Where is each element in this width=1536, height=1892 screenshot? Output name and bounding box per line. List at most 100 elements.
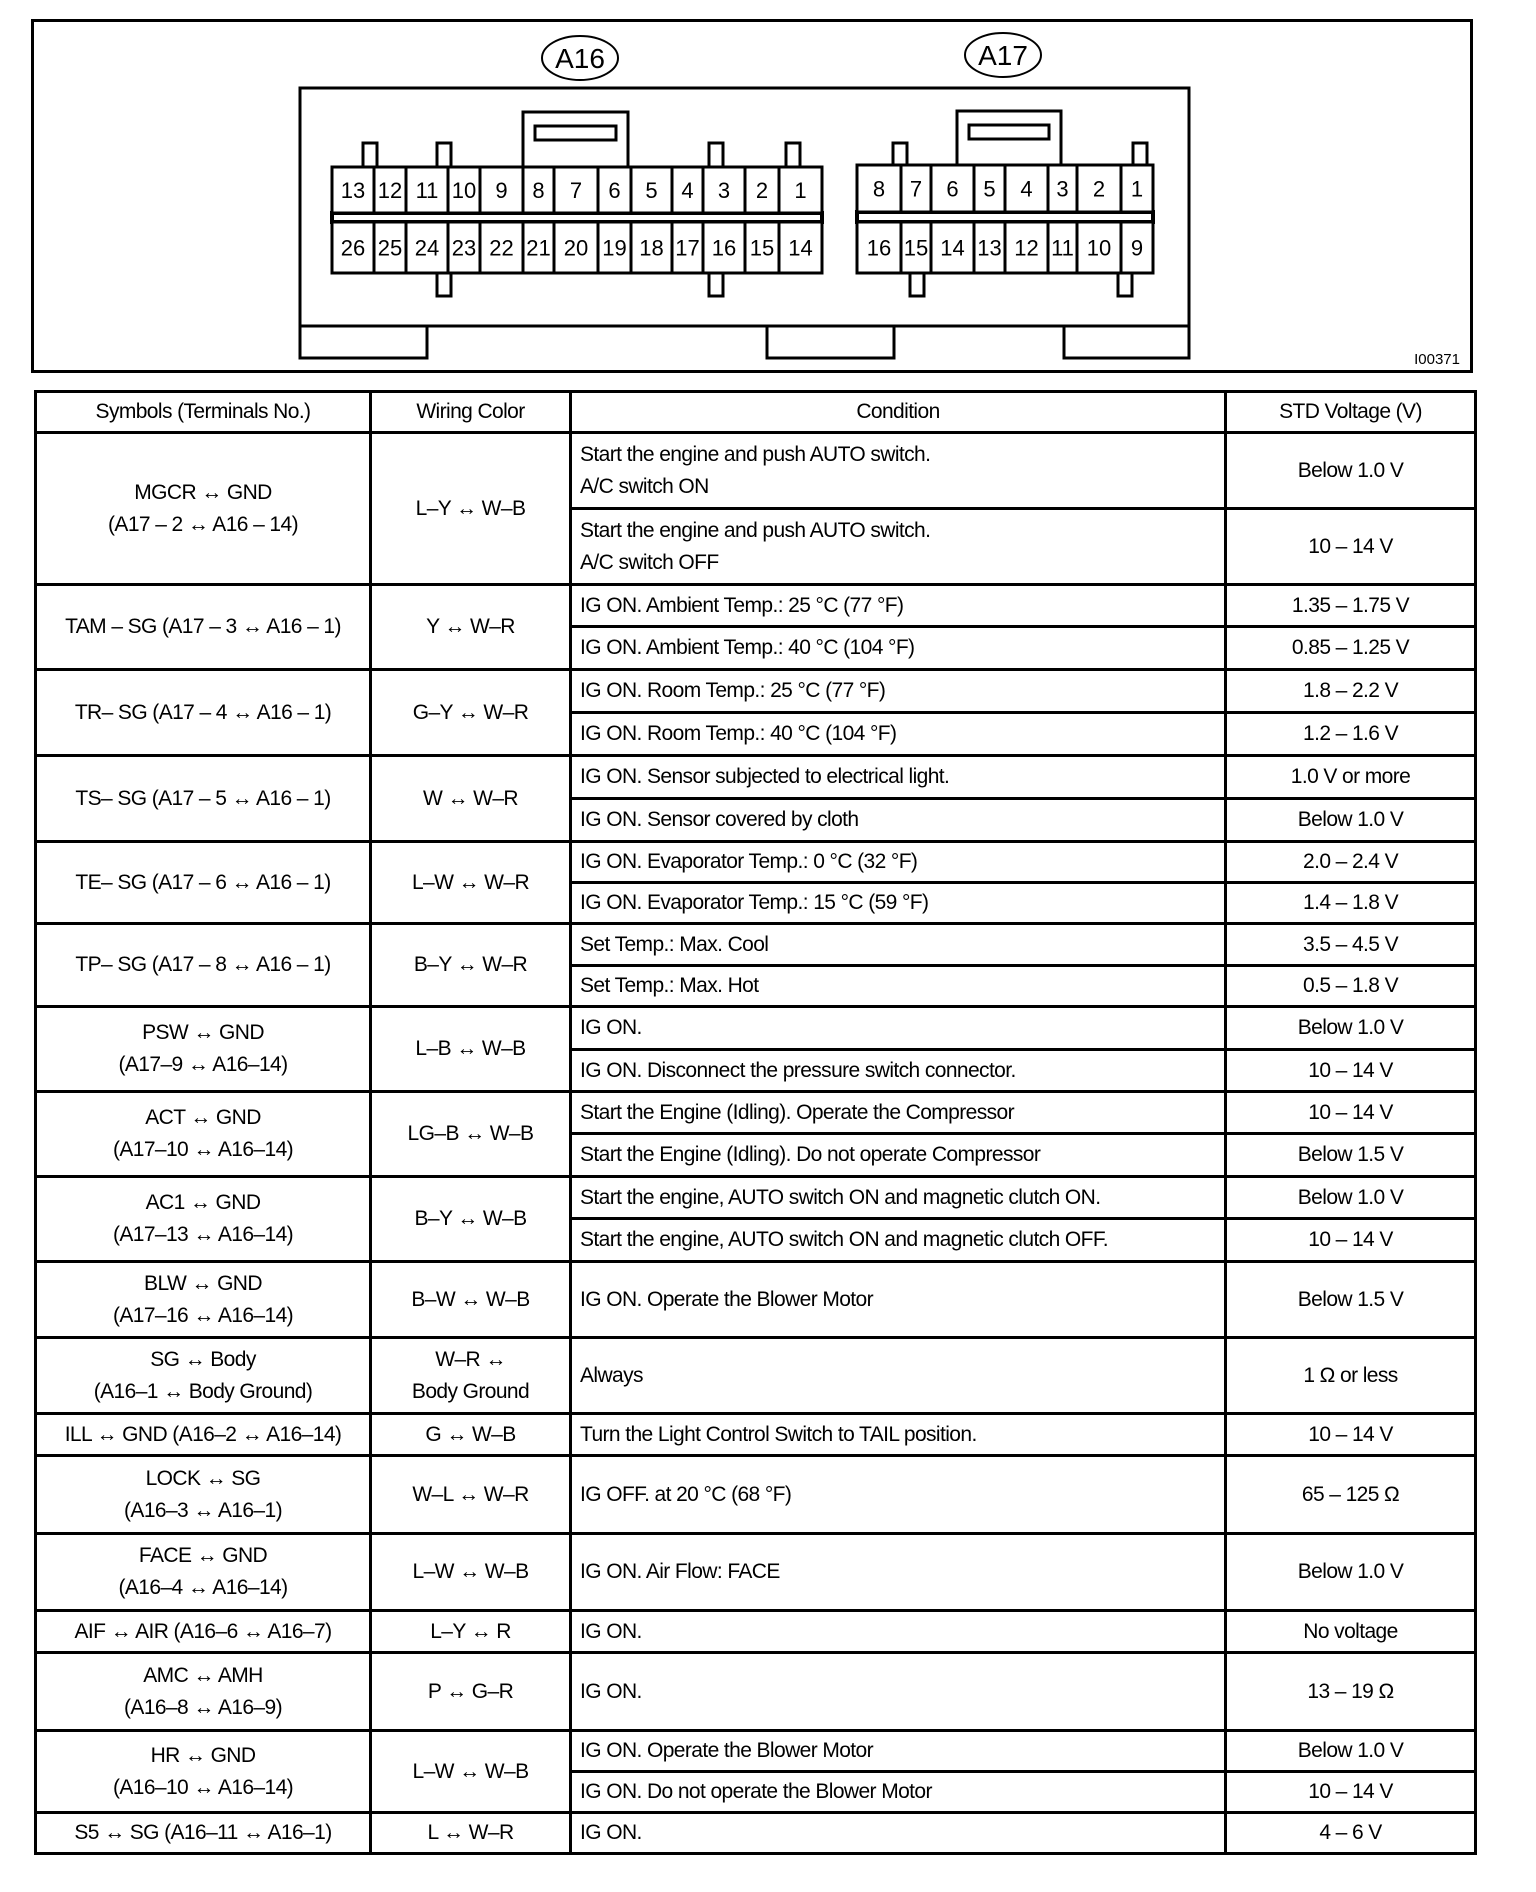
wiring-color-cell: LG–B ↔ W–B [369, 1090, 572, 1178]
terminal-number: 26 [341, 236, 365, 261]
symbol-cell: ACT ↔ GND (A17–10 ↔ A16–14) [34, 1090, 372, 1178]
wiring-color-cell-line: G–Y ↔ W–R [412, 700, 529, 724]
condition-cell-line: Set Temp.: Max. Cool [580, 932, 769, 956]
table-row: LOCK ↔ SG (A16–3 ↔ A16–1) W–L ↔ W–R IG OFF.… [34, 1454, 1477, 1535]
inspection-table: Symbols (Terminals No.) Wiring Color Con… [34, 390, 1477, 1855]
std-voltage-cell: Below 1.5 V [1224, 1132, 1477, 1178]
condition-cell: Start the Engine (Idling). Do not operat… [569, 1132, 1227, 1178]
symbol-cell: BLW ↔ GND (A17–16 ↔ A16–14) [34, 1260, 372, 1339]
terminal-cell [596, 220, 633, 275]
terminal-cell [446, 220, 482, 275]
symbol-cell: S5 ↔ SG (A16–11 ↔ A16–1) [34, 1811, 372, 1855]
symbol-cell-line: (A17–16 ↔ A16–14) [112, 1303, 294, 1327]
terminal-number: 2 [1093, 177, 1105, 202]
condition-cell: IG ON. Sensor covered by cloth [569, 797, 1227, 843]
symbol-cell-line: AC1 ↔ GND [145, 1191, 261, 1214]
std-voltage-cell: Below 1.0 V [1224, 1532, 1477, 1612]
wiring-color-cell: L ↔ W–R [369, 1811, 572, 1855]
std-voltage-cell: 1.35 – 1.75 V [1224, 583, 1477, 628]
table-row: SG ↔ Body (A16–1 ↔ Body Ground) W–R ↔ Body … [34, 1336, 1477, 1415]
table-row: AMC ↔ AMH (A16–8 ↔ A16–9) P ↔ G–R IG ON. 13 … [34, 1651, 1477, 1732]
symbol-cell-line: (A16–8 ↔ A16–9) [124, 1695, 283, 1719]
wiring-color-cell-line: L–Y ↔ W–B [415, 496, 526, 520]
table-row: PSW ↔ GND (A17–9 ↔ A16–14) L–B ↔ W–B IG ON.… [34, 1005, 1477, 1093]
terminal-cell [552, 220, 600, 275]
terminal-number: 7 [910, 177, 922, 202]
condition-cell-line: Turn the Light Control Switch to TAIL po… [580, 1422, 977, 1446]
symbol-cell-line: (A17 – 2 ↔ A16 – 14) [108, 512, 299, 536]
std-voltage-cell: 1.0 V or more [1224, 754, 1477, 800]
table-row: IG ON. Disconnect the pressure switch co… [36, 1048, 1477, 1093]
wiring-color-cell-line: B–Y ↔ W–R [413, 953, 528, 976]
symbol-cell-line: AMC ↔ AMH [143, 1663, 263, 1687]
terminal-cell [330, 165, 376, 215]
connector-label: A16 [555, 43, 605, 74]
symbol-cell: TAM – SG (A17 – 3 ↔ A16 – 1) [34, 583, 372, 671]
wiring-color-cell: B–Y ↔ W–B [369, 1175, 572, 1263]
condition-cell: IG OFF. at 20 °C (68 °F) [569, 1454, 1227, 1535]
terminal-cell [1119, 220, 1155, 275]
condition-cell-line: IG OFF. at 20 °C (68 °F) [580, 1482, 792, 1506]
terminal-number: 20 [564, 236, 588, 261]
condition-cell: IG ON. Evaporator Temp.: 15 °C (59 °F) [569, 881, 1227, 925]
wiring-color-cell: P ↔ G–R [369, 1651, 572, 1732]
condition-cell-line: Start the Engine (Idling). Operate the C… [580, 1100, 1015, 1124]
condition-cell-line: Always [580, 1363, 644, 1387]
wiring-color-cell: L–W ↔ W–R [369, 840, 572, 925]
table-row: TAM – SG (A17 – 3 ↔ A16 – 1) Y ↔ W–R IG ON… [34, 583, 1477, 671]
std-voltage-cell: 10 – 14 V [1224, 1412, 1477, 1457]
terminal-number: 4 [1020, 177, 1032, 202]
table-row: AC1 ↔ GND (A17–13 ↔ A16–14) B–Y ↔ W–B Start… [34, 1175, 1477, 1263]
latch-slot [533, 124, 618, 142]
connector-label-circle [541, 35, 619, 81]
table-row: AIF ↔ AIR (A16–6 ↔ A16–7) L–Y ↔ R IG ON. No… [34, 1609, 1477, 1654]
header-symbols: Symbols (Terminals No.) [34, 390, 372, 434]
table-row: ACT ↔ GND (A17–10 ↔ A16–14) LG–B ↔ W–B Star… [34, 1090, 1477, 1178]
std-voltage-cell: 10 – 14 V [1224, 1090, 1477, 1135]
terminal-number: 25 [378, 236, 402, 261]
condition-cell: IG ON. Operate the Blower Motor [569, 1729, 1227, 1773]
condition-cell: IG ON. Room Temp.: 40 °C (104 °F) [569, 711, 1227, 757]
table-row: HR ↔ GND (A16–10 ↔ A16–14) L–W ↔ W–B IG ON.… [34, 1729, 1477, 1814]
terminal-number: 10 [1087, 236, 1111, 261]
symbol-cell-line: (A17–10 ↔ A16–14) [112, 1138, 294, 1161]
std-voltage-cell: 4 – 6 V [1224, 1811, 1477, 1855]
symbol-cell: SG ↔ Body (A16–1 ↔ Body Ground) [34, 1336, 372, 1415]
std-voltage-cell: Below 1.0 V [1224, 797, 1477, 843]
terminal-number: 12 [378, 178, 402, 203]
wiring-color-cell: W–R ↔ Body Ground [369, 1336, 572, 1415]
condition-cell: Set Temp.: Max. Cool [569, 922, 1227, 967]
condition-cell: IG ON. Ambient Temp.: 40 °C (104 °F) [569, 625, 1227, 671]
symbol-cell-line: ACT ↔ GND [145, 1106, 261, 1129]
symbol-cell: TR– SG (A17 – 4 ↔ A16 – 1) [34, 668, 372, 757]
wiring-color-cell-line: LG–B ↔ W–B [407, 1122, 534, 1145]
terminal-number: 16 [867, 236, 891, 261]
condition-cell-line: IG ON. Air Flow: FACE [580, 1560, 780, 1583]
wiring-color-cell: L–Y ↔ R [369, 1609, 572, 1654]
condition-cell: IG ON. Evaporator Temp.: 0 °C (32 °F) [569, 840, 1227, 884]
connector-diagram-drawing: 13 12 11 10 9 8 7 6 5 4 3 2 126 25 24 23 22 21 20 19 18 17 16 1… [298, 32, 1460, 368]
symbol-cell-line: TAM – SG (A17 – 3 ↔ A16 – 1) [65, 615, 341, 638]
header-condition: Condition [569, 390, 1227, 434]
wiring-color-cell-line: Y ↔ W–R [426, 615, 515, 638]
condition-cell-line: Start the Engine (Idling). Do not operat… [580, 1143, 1041, 1166]
terminal-number: 16 [712, 236, 736, 261]
wiring-color-cell-line: G ↔ W–B [425, 1422, 516, 1446]
wiring-color-cell: W–L ↔ W–R [369, 1454, 572, 1535]
std-voltage-cell: 10 – 14 V [1224, 1217, 1477, 1263]
table-row: Start the engine and push AUTO switch. A/… [36, 507, 1477, 586]
condition-cell-line: IG ON. Operate the Blower Motor [580, 1287, 874, 1311]
symbol-cell-line: (A17–9 ↔ A16–14) [118, 1053, 288, 1076]
terminal-cell [1003, 220, 1050, 275]
terminal-number: 17 [675, 236, 699, 261]
condition-cell: Set Temp.: Max. Hot [569, 964, 1227, 1008]
table-row: BLW ↔ GND (A17–16 ↔ A16–14) B–W ↔ W–B IG ON… [34, 1260, 1477, 1339]
condition-cell: IG ON. [569, 1609, 1227, 1654]
wiring-color-cell-line: B–W ↔ W–B [411, 1287, 530, 1311]
std-voltage-cell: 1 Ω or less [1224, 1336, 1477, 1415]
symbol-cell-line: TR– SG (A17 – 4 ↔ A16 – 1) [74, 700, 332, 724]
table-row: IG ON. Ambient Temp.: 40 °C (104 °F) 0.85… [36, 625, 1477, 671]
condition-cell: IG ON. Ambient Temp.: 25 °C (77 °F) [569, 583, 1227, 628]
condition-cell-line: IG ON. Room Temp.: 40 °C (104 °F) [580, 722, 897, 745]
symbol-cell: PSW ↔ GND (A17–9 ↔ A16–14) [34, 1005, 372, 1093]
